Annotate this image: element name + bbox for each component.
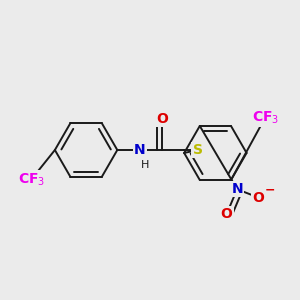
Text: CF$_3$: CF$_3$: [252, 109, 279, 125]
Text: N: N: [134, 143, 146, 157]
Text: O: O: [156, 112, 168, 126]
Text: H: H: [141, 160, 150, 170]
Text: S: S: [193, 143, 202, 157]
Text: −: −: [265, 184, 275, 196]
Text: O: O: [221, 207, 232, 221]
Text: CF$_3$: CF$_3$: [17, 172, 45, 188]
Text: O: O: [253, 190, 264, 205]
Text: N: N: [231, 182, 243, 196]
